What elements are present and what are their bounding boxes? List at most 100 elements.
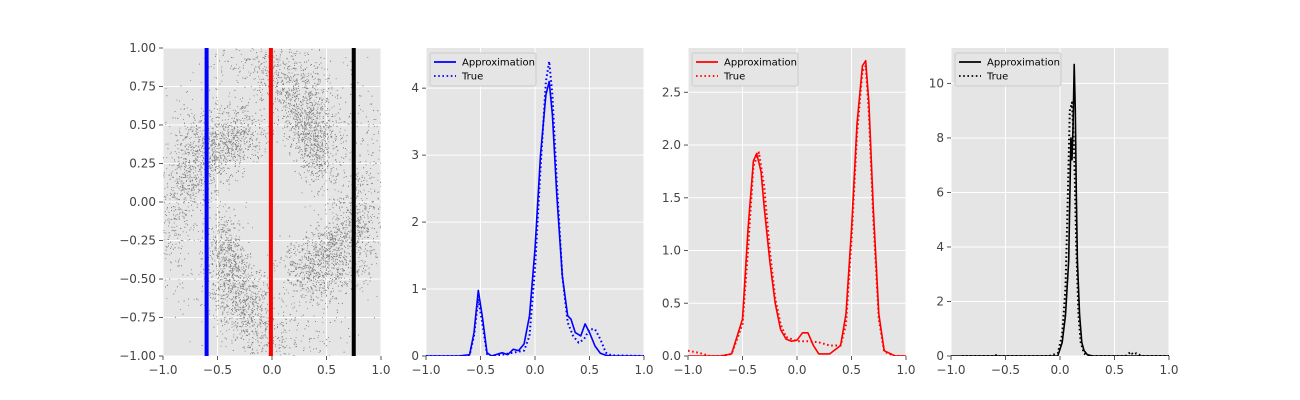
scatter-point [311,118,313,120]
scatter-point [372,143,374,144]
scatter-point [308,82,310,84]
scatter-point [212,136,214,138]
scatter-point [342,284,343,286]
scatter-point [216,139,218,140]
scatter-point [252,149,254,150]
scatter-point [192,142,194,144]
scatter-point [244,281,246,283]
scatter-point [357,216,359,218]
scatter-point [237,180,239,182]
scatter-point [239,163,240,165]
scatter-point [249,138,250,140]
scatter-point [187,188,189,189]
scatter-point [259,127,261,129]
scatter-point [236,142,237,144]
scatter-point [230,239,232,241]
scatter-point [263,99,265,100]
scatter-point [229,101,231,103]
scatter-point [296,118,298,120]
scatter-point [244,321,246,322]
scatter-point [185,165,187,167]
scatter-point [313,280,315,282]
scatter-point [319,157,320,159]
scatter-point [321,173,323,175]
scatter-point [331,107,333,109]
scatter-point [176,99,178,101]
scatter-point [224,221,226,223]
scatter-point [212,250,214,252]
scatter-point [203,278,205,280]
scatter-point [283,74,285,76]
scatter-point [219,109,221,111]
scatter-point [367,56,369,58]
scatter-point [224,306,226,308]
scatter-point [318,259,319,261]
scatter-point [295,74,297,76]
scatter-point [312,104,314,106]
scatter-point [330,181,332,183]
scatter-point [247,273,249,275]
scatter-point [337,174,339,176]
scatter-point [224,126,226,128]
scatter-point [307,273,309,275]
scatter-point [346,227,348,229]
scatter-point [224,259,226,261]
scatter-point [323,276,325,278]
scatter-point [296,159,298,161]
scatter-point [315,138,317,140]
scatter-point [229,217,231,219]
scatter-point [367,283,369,285]
scatter-point [240,312,242,314]
scatter-point [182,139,184,141]
scatter-point [324,153,326,155]
scatter-point [308,278,310,280]
scatter-point [290,103,292,105]
scatter-point [178,151,180,153]
scatter-point [183,158,184,160]
scatter-point [323,103,325,105]
scatter-point [312,94,314,96]
scatter-point [218,143,220,145]
scatter-point [251,154,253,155]
scatter-point [288,108,290,110]
scatter-point [208,129,210,131]
scatter-point [289,314,291,316]
scatter-point [306,147,308,149]
scatter-point [341,244,343,246]
scatter-point [347,195,348,197]
scatter-point [241,326,243,328]
scatter-point [350,240,352,241]
scatter-point [181,245,183,247]
scatter-point [343,284,345,286]
scatter-point [334,253,336,255]
scatter-point [273,72,275,74]
scatter-point [226,224,228,226]
scatter-point [166,219,168,221]
scatter-point [322,340,324,342]
scatter-point [300,73,302,75]
scatter-point [310,96,312,98]
scatter-point [296,94,298,96]
scatter-point [262,70,264,72]
scatter-point [229,141,231,142]
scatter-point [284,341,286,343]
scatter-point [321,249,323,251]
scatter-point [279,59,281,61]
scatter-point [321,147,323,149]
scatter-point [313,270,315,272]
scatter-point [237,119,239,121]
scatter-point [370,188,372,190]
scatter-point [293,105,295,106]
scatter-point [290,76,292,77]
scatter-point [220,284,222,285]
scatter-point [378,191,380,193]
scatter-point [341,202,343,203]
scatter-point [188,130,190,132]
scatter-point [322,276,324,278]
scatter-point [284,77,286,79]
scatter-point [313,167,315,169]
scatter-point [191,269,193,271]
scatter-point [188,154,190,156]
scatter-point [233,127,235,129]
scatter-point [247,317,249,319]
